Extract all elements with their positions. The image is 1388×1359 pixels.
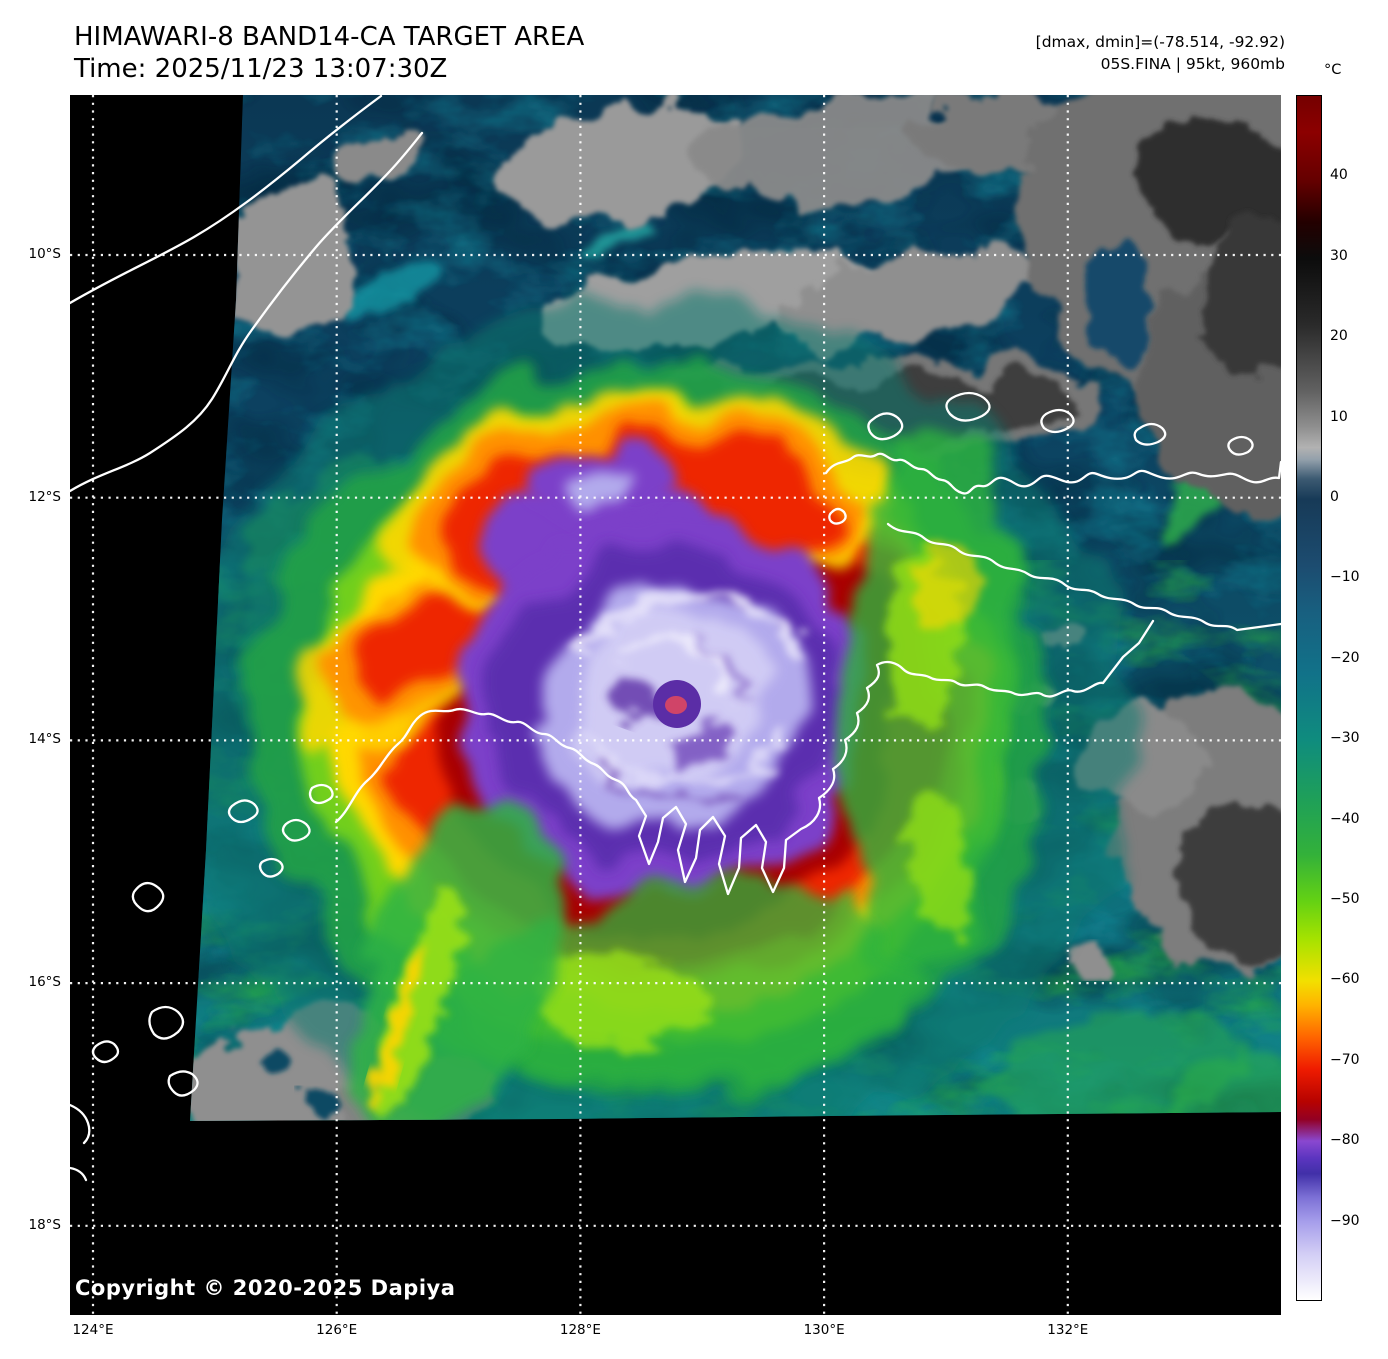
island-arch-1 bbox=[227, 799, 259, 824]
colorbar-tick-label: −10 bbox=[1330, 569, 1360, 586]
lat-tick-label: 10°S bbox=[28, 246, 62, 262]
timestamp-label: Time: 2025/11/23 13:07:30Z bbox=[74, 54, 448, 84]
cyclone-eye bbox=[665, 696, 687, 714]
island-arch-4 bbox=[308, 783, 334, 805]
copyright-label: Copyright © 2020-2025 Dapiya bbox=[75, 1276, 456, 1300]
lon-tick-label: 124°E bbox=[72, 1322, 114, 1338]
coastline-timor-south bbox=[70, 131, 424, 493]
colorbar-tick-label: −50 bbox=[1330, 891, 1360, 907]
islet-vandiemen bbox=[828, 507, 847, 525]
colorbar-tick-label: 10 bbox=[1330, 408, 1348, 425]
coast-fragment-west-1 bbox=[70, 1103, 91, 1145]
page-title: HIMAWARI-8 BAND14-CA TARGET AREA bbox=[74, 22, 585, 52]
island-small-2 bbox=[1133, 422, 1167, 446]
lon-tick-label: 126°E bbox=[316, 1322, 358, 1338]
lat-tick-label: 18°S bbox=[28, 1216, 62, 1233]
lat-tick-label: 12°S bbox=[28, 488, 62, 505]
colorbar-tick-label: −70 bbox=[1330, 1051, 1360, 1068]
island-bathurst bbox=[945, 391, 991, 422]
colorbar-tick-label: −80 bbox=[1330, 1132, 1360, 1149]
colorbar-tick-label: −90 bbox=[1330, 1212, 1360, 1229]
island-arch-2 bbox=[281, 818, 311, 842]
coastline-topend-south bbox=[886, 522, 1281, 632]
colorbar-tick-label: −40 bbox=[1330, 810, 1360, 827]
coastline-timor-north bbox=[70, 95, 383, 305]
island-buccaneer-3 bbox=[167, 1070, 199, 1097]
satellite-ir-image bbox=[70, 95, 1281, 1315]
island-buccaneer-1 bbox=[131, 881, 165, 913]
storm-info-label: 05S.FINA | 95kt, 960mb bbox=[1100, 55, 1285, 73]
lon-tick-label: 132°E bbox=[1047, 1322, 1089, 1338]
lat-tick-label: 16°S bbox=[28, 974, 62, 991]
colorbar-tick-label: 0 bbox=[1330, 489, 1339, 505]
colorbar-tick-label: 20 bbox=[1330, 328, 1348, 345]
coast-fragment-west-2 bbox=[70, 1166, 88, 1182]
lon-tick-label: 128°E bbox=[559, 1322, 601, 1338]
colorbar-tick-label: −60 bbox=[1330, 971, 1360, 988]
map-plot-area bbox=[70, 95, 1281, 1315]
coastline-kimberley bbox=[334, 619, 1155, 896]
colorbar bbox=[1296, 95, 1322, 1301]
satellite-swath bbox=[190, 95, 1281, 1121]
rainband-layer bbox=[348, 430, 1021, 1121]
colorbar-tick-label: 40 bbox=[1330, 167, 1348, 184]
lat-tick-label: 14°S bbox=[28, 731, 62, 748]
coastline-topend-north bbox=[824, 452, 1281, 495]
island-buccaneer-2 bbox=[148, 1005, 185, 1040]
island-buccaneer-4 bbox=[91, 1040, 120, 1064]
colorbar-tick-label: −20 bbox=[1330, 649, 1360, 666]
coastlines bbox=[70, 95, 1281, 1182]
colorbar-tick-label: 30 bbox=[1330, 247, 1348, 264]
lon-tick-label: 130°E bbox=[803, 1322, 845, 1338]
island-arch-3 bbox=[258, 857, 284, 878]
island-small-3 bbox=[1227, 435, 1254, 456]
colorbar-unit-label: °C bbox=[1324, 62, 1342, 78]
gridlines bbox=[70, 95, 1281, 1315]
colorbar-tick-label: −30 bbox=[1330, 730, 1360, 747]
dmax-dmin-label: [dmax, dmin]=(-78.514, -92.92) bbox=[1035, 33, 1285, 51]
island-melville bbox=[867, 412, 904, 441]
